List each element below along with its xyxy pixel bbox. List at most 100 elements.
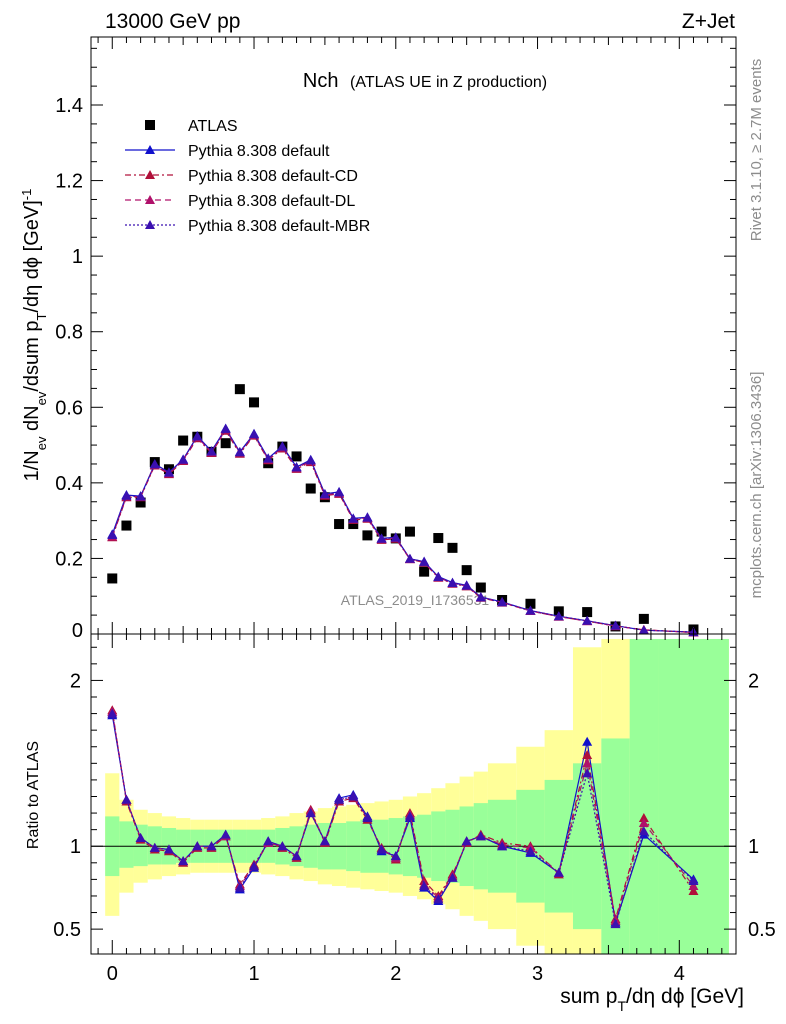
ratio-point [582,768,593,778]
ratio-point [497,841,508,851]
ratio-point [688,881,699,891]
mc-point [497,597,508,607]
atlas-data-point [433,533,444,544]
ratio-axes: 0.5 0.5 1 1 2 2 0 1 2 3 4 [53,634,776,985]
process-label: Z+Jet [682,10,735,33]
mcplots-label: mcplots.cern.ch [arXiv:1306.3436] [748,372,765,599]
atlas-data-point [334,519,345,530]
atlas-data-point [107,573,118,584]
ratio-y-axis-label: Ratio to ATLAS [25,741,42,849]
mc-point [135,491,146,501]
ratio-point [149,842,160,852]
main-y-tick-label: 0.2 [55,548,83,570]
rivet-label: Rivet 3.1.10, ≥ 2.7M events [748,59,765,242]
ratio-point [121,794,132,804]
mc-point [249,429,260,439]
atlas-data-point [638,613,649,624]
x-axis-label: sum pT/dη dϕ [GeV] [560,985,744,1014]
legend-marker-triangle [145,220,155,229]
green-band-bin [658,638,729,954]
mc-point [234,447,245,457]
main-series-4 [107,423,699,637]
mc-point [419,556,430,566]
ratio-point [688,885,699,895]
mc-point [447,577,458,587]
main-y-tick-label: 1.4 [55,95,83,117]
legend-entry-1: Pythia 8.308 default [125,143,330,160]
ratio-line [111,710,694,920]
plot-title: Nch (ATLAS UE in Z production) [303,70,547,92]
plot-title-sub: (ATLAS UE in Z production) [350,74,547,91]
legend-entry-4: Pythia 8.308 default-MBR [125,218,370,235]
atlas-data-point [362,530,373,541]
legend-entry-3: Pythia 8.308 default-DL [125,193,355,210]
atlas-data-point [178,435,189,446]
atlas-data-point [348,519,359,530]
mc-point [404,553,415,563]
green-band-bin [119,821,134,868]
mc-line [111,427,694,633]
legend-label: ATLAS [188,118,238,135]
ratio-point [348,791,359,801]
ratio-y-tick-label-right: 0.5 [748,919,776,941]
ratio-point [553,867,564,877]
x-tick-label: 2 [390,963,401,985]
ratio-plot-area [91,638,736,954]
ratio-point [582,736,593,746]
ratio-point [610,919,621,929]
x-tick-label: 0 [107,963,118,985]
mc-point [192,431,203,441]
mc-point [149,459,160,469]
ratio-y-tick-label-right: 1 [748,836,759,858]
mc-point [610,620,621,630]
legend-marker-square [145,120,155,130]
mc-point [348,513,359,523]
ratio-point [525,846,536,856]
legend-label: Pythia 8.308 default-DL [188,193,355,210]
ratio-point [433,894,444,904]
atlas-data-point [249,397,260,408]
mc-point [525,605,536,615]
ratio-point [447,872,458,882]
mc-point [319,489,330,499]
legend-label: Pythia 8.308 default [188,143,330,160]
energy-label: 13000 GeV pp [105,10,240,33]
mc-point [390,532,401,542]
ratio-point [135,832,146,842]
ratio-point [234,882,245,892]
ratio-y-tick-label: 1 [70,836,81,858]
ratio-panel: 0.5 0.5 1 1 2 2 0 1 2 3 4 Ratio to ATLAS sum pT/dη… [25,633,776,1014]
ratio-point [638,813,649,823]
ratio-series-3 [107,708,699,929]
ratio-frame [90,633,737,955]
legend-marker-triangle [145,170,155,179]
main-axes: 0.2 0.4 0.6 0.8 1 1.2 1.4 0 [55,37,736,642]
ratio-point [376,844,387,854]
x-tick-label: 4 [674,963,685,985]
atlas-data-point [582,607,593,618]
mc-point [582,615,593,625]
atlas-data-point [525,598,536,609]
ratio-point [390,851,401,861]
atlas-data-point [419,566,430,577]
x-tick-label: 3 [532,963,543,985]
ratio-y-tick-label: 2 [70,670,81,692]
main-y-tick-label: 0.4 [55,473,83,495]
ratio-point [277,841,288,851]
ratio-point [206,841,217,851]
x-tick-label: 1 [248,963,259,985]
ratio-y-tick-label-right: 2 [748,670,759,692]
main-y-axis-label: 1/Nev dNev/dsum pT/dη dϕ [GeV]-1 [19,189,49,482]
legend-label: Pythia 8.308 default-CD [188,168,358,185]
analysis-id: ATLAS_2019_I1736531 [341,592,490,608]
atlas-data-point [475,582,486,593]
main-y-tick-label: 0.6 [55,397,83,419]
legend-marker-triangle [145,195,155,204]
ratio-point [461,836,472,846]
ratio-point [404,811,415,821]
mc-point [475,592,486,602]
mc-point [638,625,649,635]
green-band-bin [133,824,148,867]
ratio-point [107,708,118,718]
